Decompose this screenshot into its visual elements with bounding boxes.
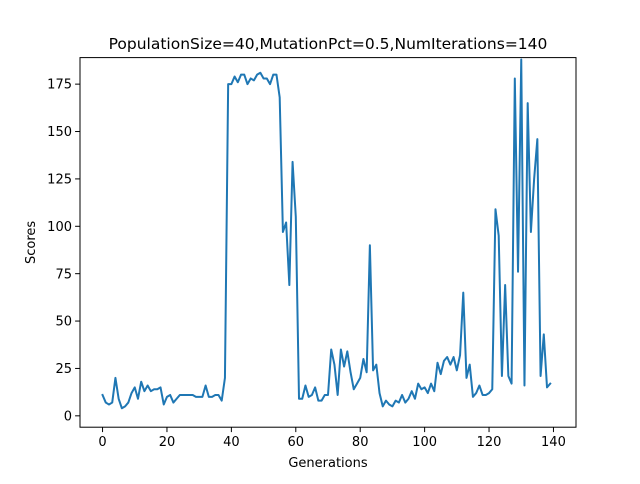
chart-title: PopulationSize=40,MutationPct=0.5,NumIte… [109,35,548,53]
y-tick-label: 0 [64,409,72,424]
y-tick-label: 75 [55,267,72,282]
y-axis-title: Scores [24,221,39,264]
x-tick-label: 120 [477,435,502,450]
series-layer [101,58,552,410]
x-tick-label: 40 [223,435,240,450]
x-tick-label: 20 [159,435,176,450]
x-tick-label: 80 [352,435,369,450]
y-axis-ticks: 0 25 50 75 100 125 150 175 [47,78,80,424]
y-tick-label: 150 [47,125,72,140]
y-tick-label: 125 [47,173,72,188]
plot-frame [79,57,577,428]
series-line-0 [101,58,552,410]
x-tick-label: 140 [541,435,566,450]
x-tick-label: 60 [288,435,305,450]
x-tick-label: 100 [412,435,437,450]
y-tick-label: 175 [47,78,72,93]
y-tick-label: 25 [55,362,72,377]
x-axis-title: Generations [288,456,368,471]
x-tick-label: 0 [98,435,106,450]
y-tick-label: 100 [47,220,72,235]
y-tick-label: 50 [55,315,72,330]
x-axis-ticks: 0 20 40 60 80 100 120 140 [98,427,566,450]
